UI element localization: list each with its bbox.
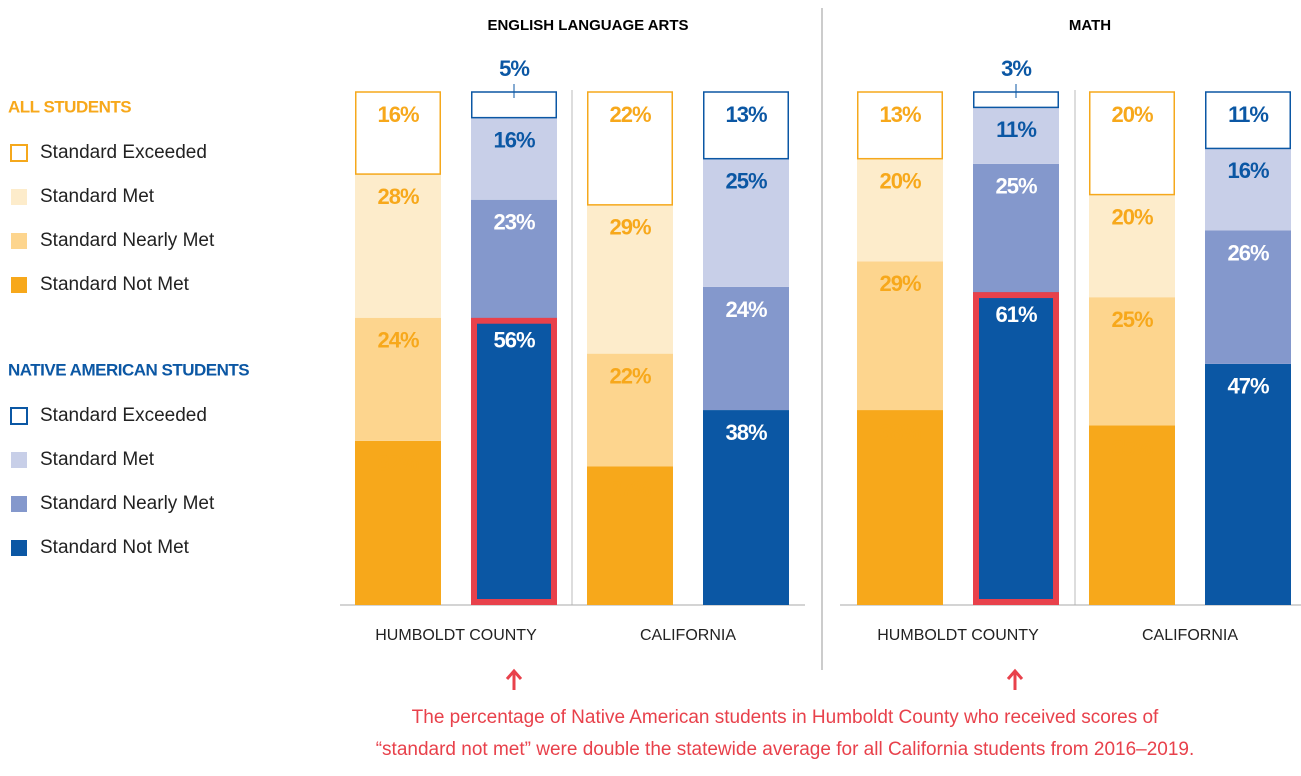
value-label: 27%	[609, 476, 650, 501]
legend-label: Standard Exceeded	[40, 405, 207, 426]
bar-segment	[1205, 91, 1291, 150]
legend-label: Standard Met	[40, 186, 155, 207]
value-label: 28%	[377, 184, 418, 209]
legend-label: Standard Nearly Met	[40, 493, 215, 514]
legend-swatch	[10, 144, 28, 162]
bar-segment	[355, 317, 441, 441]
value-label: 24%	[377, 328, 418, 353]
bar-segment	[1089, 91, 1175, 196]
bar-segment	[1089, 194, 1175, 298]
value-label: 22%	[609, 102, 650, 127]
value-label: 16%	[377, 102, 418, 127]
x-tick-label: HUMBOLDT COUNTY	[877, 627, 1039, 644]
value-label: 25%	[995, 174, 1036, 199]
panel-title: MATH	[1069, 17, 1111, 34]
bar-segment	[973, 163, 1059, 293]
value-label: 24%	[725, 297, 766, 322]
bar-segment	[703, 410, 789, 605]
legend-swatch	[11, 189, 27, 205]
bar-segment	[973, 107, 1059, 164]
legend-title: NATIVE AMERICAN STUDENTS	[8, 360, 249, 379]
value-label: 20%	[1111, 102, 1152, 127]
bar-segment	[355, 91, 441, 175]
bar-segment	[1205, 148, 1291, 231]
value-label: 20%	[879, 169, 920, 194]
note: “standard not met” were double the state…	[376, 739, 1195, 760]
bar-segment	[355, 440, 441, 605]
value-label: 16%	[493, 127, 534, 152]
x-tick-label: CALIFORNIA	[1142, 627, 1238, 644]
value-label: 38%	[725, 420, 766, 445]
x-tick-label: HUMBOLDT COUNTY	[375, 627, 537, 644]
arrow	[505, 668, 523, 690]
legend-swatch	[11, 452, 27, 468]
value-label: 16%	[1227, 158, 1268, 183]
arrow	[1006, 668, 1024, 690]
value-label: 13%	[879, 102, 920, 127]
legend-swatch	[11, 277, 27, 293]
bar-segment	[471, 117, 557, 200]
x-tick-label: CALIFORNIA	[640, 627, 736, 644]
bar-segment	[1089, 297, 1175, 426]
legend-title: ALL STUDENTS	[8, 97, 131, 116]
bar-segment	[587, 466, 673, 605]
highlight	[973, 292, 1059, 605]
value-label: 29%	[879, 271, 920, 296]
value-label: 47%	[1227, 374, 1268, 399]
legend-label: Standard Met	[40, 449, 155, 470]
highlight	[471, 317, 557, 605]
legend-label: Standard Not Met	[40, 537, 190, 558]
bar-segment	[587, 91, 673, 206]
value-label: 22%	[609, 363, 650, 388]
value-label: 25%	[1111, 307, 1152, 332]
legend-label: Standard Nearly Met	[40, 230, 215, 251]
value-label: 32%	[377, 451, 418, 476]
legend-label: Standard Exceeded	[40, 142, 207, 163]
bar-segment	[973, 292, 1059, 605]
bar-segment	[857, 410, 943, 605]
value-label: 25%	[725, 169, 766, 194]
value-label: 11%	[996, 117, 1036, 142]
bar-segment	[857, 158, 943, 262]
bar-segment	[703, 158, 789, 287]
panel-title: ENGLISH LANGUAGE ARTS	[487, 17, 688, 34]
bar-segment	[587, 353, 673, 467]
legend-label: Standard Not Met	[40, 274, 190, 295]
value-label: 11%	[1228, 102, 1268, 127]
bar-segment	[857, 91, 943, 160]
value-label: 26%	[1227, 240, 1268, 265]
value-label: 38%	[879, 420, 920, 445]
value-label: 56%	[493, 328, 534, 353]
note: The percentage of Native American studen…	[412, 707, 1159, 728]
bar-segment	[703, 91, 789, 160]
bar-segment	[355, 174, 441, 318]
bar-segment	[857, 261, 943, 411]
value-label: 23%	[493, 210, 534, 235]
value-label: 61%	[995, 302, 1036, 327]
value-label: 3%	[1001, 56, 1031, 81]
bar-segment	[1205, 363, 1291, 605]
bar-segment	[587, 204, 673, 354]
legend-swatch	[11, 233, 27, 249]
value-label: 5%	[499, 56, 529, 81]
bar-segment	[471, 199, 557, 318]
value-label: 35%	[1111, 435, 1152, 460]
bar-segment	[703, 286, 789, 411]
bar-segment	[1089, 425, 1175, 605]
value-label: 13%	[725, 102, 766, 127]
legend-swatch	[11, 496, 27, 512]
value-label: 29%	[609, 215, 650, 240]
legend-swatch	[10, 407, 28, 425]
value-label: 20%	[1111, 204, 1152, 229]
bar-segment	[471, 317, 557, 605]
legend-swatch	[11, 540, 27, 556]
bar-segment	[1205, 230, 1291, 364]
